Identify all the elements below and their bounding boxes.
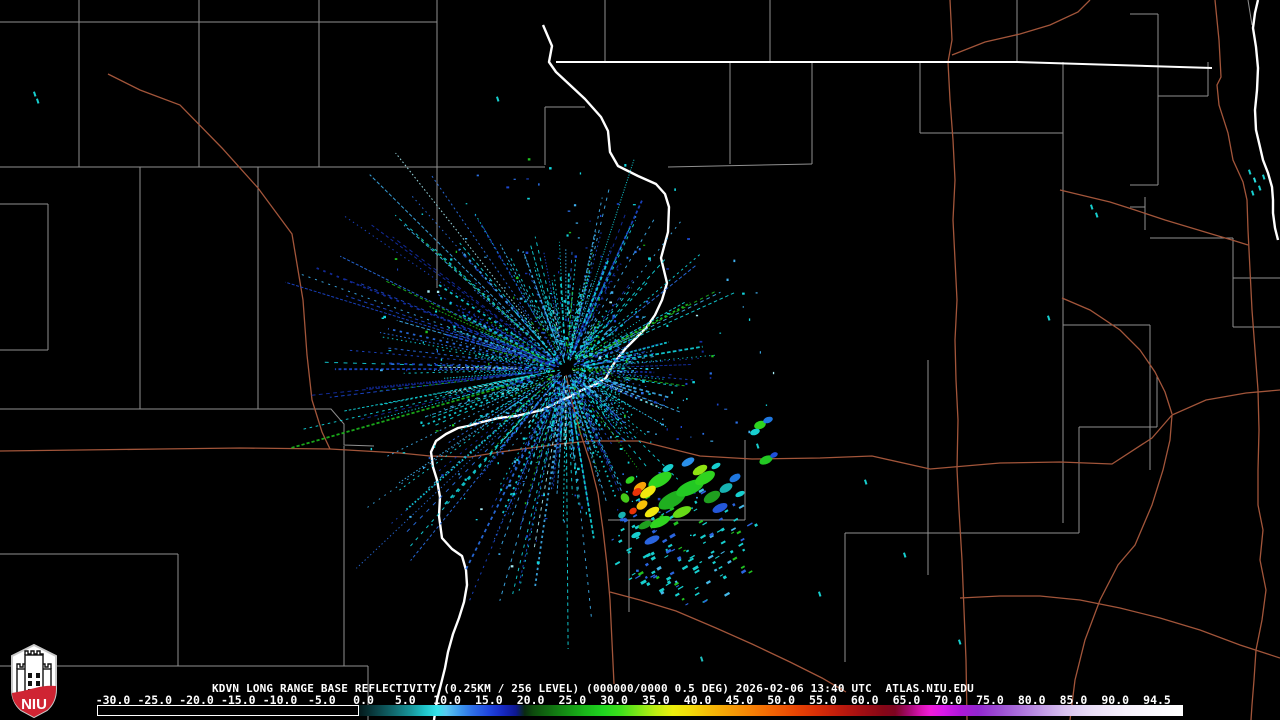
scale-label: 5.0 [394, 693, 416, 707]
scale-label: 60.0 [850, 693, 879, 707]
scale-label: 0.0 [353, 693, 374, 707]
niu-logo: NIU [11, 643, 57, 719]
scale-label: 75.0 [976, 693, 1004, 707]
niu-red-band [12, 685, 56, 717]
scale-label: 85.0 [1059, 693, 1088, 707]
scale-label: 50.0 [767, 693, 796, 707]
scale-label: 55.0 [809, 693, 837, 707]
scale-label: 10.0 [433, 693, 461, 707]
scale-label: 35.0 [642, 693, 670, 707]
scale-label: 65.0 [892, 693, 921, 707]
product-caption: KDVN LONG RANGE BASE REFLECTIVITY (0.25K… [212, 682, 974, 695]
scale-label: 80.0 [1017, 693, 1046, 707]
scale-label: -10.0 [262, 693, 298, 707]
colorbar-below-zero-segment [97, 705, 359, 716]
niu-logo-text: NIU [21, 696, 47, 713]
colorbar-scale-labels: -30.0 -25.0 -20.0 -15.0 -10.0 -5.0 0.0 5.0 10.0 1… [0, 693, 1280, 707]
scale-label: 70.0 [934, 693, 963, 707]
colorbar-gradient-segment [358, 705, 1183, 716]
scale-label: -15.0 [220, 693, 256, 707]
scale-label: -20.0 [179, 693, 214, 707]
scattered-echo-specks [32, 91, 1266, 662]
scale-label: 94.5 [1143, 693, 1171, 707]
storm-echo-cells [611, 416, 778, 606]
scale-label: 30.0 [600, 693, 628, 707]
scale-label: -30.0 [95, 693, 131, 707]
scale-label: 45.0 [725, 693, 754, 707]
scale-label: -5.0 [307, 693, 336, 707]
scale-label: -25.0 [137, 693, 173, 707]
scale-label: 40.0 [683, 693, 712, 707]
scale-label: 90.0 [1101, 693, 1130, 707]
radar-ground-clutter [285, 152, 775, 650]
reflectivity-colorbar [97, 705, 1183, 716]
scale-label: 15.0 [474, 693, 503, 707]
scale-label: 25.0 [558, 693, 587, 707]
scale-label: 20.0 [516, 693, 545, 707]
